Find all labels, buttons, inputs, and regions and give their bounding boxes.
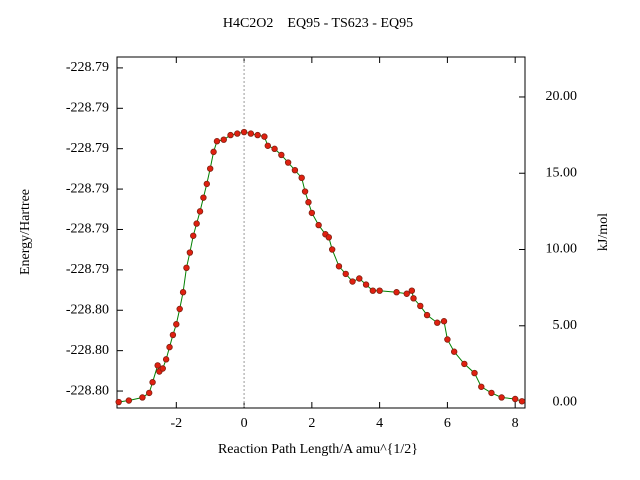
data-point — [461, 360, 468, 368]
y2-axis-label: kJ/mol — [596, 213, 611, 251]
x-tick-label: 8 — [512, 416, 519, 431]
data-point — [247, 130, 255, 137]
data-point — [308, 209, 316, 217]
data-point — [234, 130, 241, 137]
data-point — [278, 151, 285, 159]
data-point — [213, 138, 221, 145]
data-point — [254, 131, 261, 139]
y-tick-label: -228.79 — [66, 60, 109, 75]
plot-frame — [116, 56, 526, 409]
data-point — [220, 136, 227, 143]
data-point — [203, 180, 211, 188]
data-point — [301, 188, 309, 195]
data-point — [356, 275, 363, 282]
data-point — [298, 174, 305, 182]
data-point — [154, 362, 161, 369]
data-point — [403, 290, 410, 297]
data-point — [183, 264, 190, 272]
data-point — [169, 331, 177, 339]
data-point — [423, 311, 431, 319]
y-tick-label: -228.79 — [66, 181, 109, 196]
data-point — [444, 336, 451, 343]
chart-title: H4C2O2 EQ95 - TS623 - EQ95 — [223, 16, 413, 31]
data-point — [193, 220, 200, 227]
x-axis-label: Reaction Path Length/A amu^{1/2} — [218, 442, 418, 457]
y2-tick-label: 10.00 — [546, 242, 578, 257]
x-tick-label: 0 — [241, 416, 248, 431]
y2-tick-label: 15.00 — [546, 165, 578, 180]
data-point — [518, 398, 526, 405]
data-point — [166, 343, 173, 351]
data-point — [471, 369, 478, 377]
y-tick-label: -228.79 — [66, 101, 109, 116]
y-tick-label: -228.80 — [66, 302, 109, 317]
data-point — [440, 318, 448, 325]
data-point — [284, 159, 292, 166]
data-point — [450, 348, 458, 355]
data-point — [240, 128, 248, 136]
data-point — [315, 221, 322, 229]
data-point — [139, 394, 146, 401]
x-tick-label: 6 — [444, 416, 451, 431]
data-point — [328, 246, 336, 253]
data-point — [408, 287, 416, 294]
data-point — [173, 321, 180, 328]
data-point — [149, 379, 156, 386]
data-point — [498, 394, 505, 401]
data-point — [159, 365, 166, 372]
data-point — [417, 302, 424, 310]
data-point — [115, 398, 122, 406]
y-tick-label: -228.80 — [66, 343, 109, 358]
data-point — [196, 208, 204, 215]
y-axis-label: Energy/Hartree — [18, 189, 33, 275]
data-point — [325, 234, 332, 241]
data-point — [362, 281, 370, 288]
data-point — [145, 389, 153, 397]
data-point — [434, 319, 441, 326]
data-point — [369, 287, 377, 294]
y2-tick-label: 5.00 — [553, 318, 578, 333]
data-point — [179, 289, 187, 296]
data-point — [488, 389, 495, 397]
series-line — [118, 131, 523, 403]
y2-tick-label: 20.00 — [546, 89, 578, 104]
data-point — [264, 142, 271, 149]
y-tick-label: -228.80 — [66, 383, 109, 398]
data-point — [162, 356, 170, 363]
data-point — [511, 395, 519, 403]
data-point — [335, 263, 343, 270]
data-point — [206, 165, 214, 172]
data-point — [210, 148, 217, 156]
y2-tick-label: 0.00 — [553, 394, 578, 409]
data-point — [200, 194, 207, 201]
data-point — [393, 289, 400, 296]
data-point — [410, 295, 417, 302]
y-tick-label: -228.79 — [66, 222, 109, 237]
x-tick-label: -2 — [170, 416, 182, 431]
data-point — [186, 249, 194, 256]
data-point — [342, 270, 349, 278]
y-tick-label: -228.79 — [66, 262, 109, 277]
y-tick-label: -228.79 — [66, 141, 109, 156]
data-point — [291, 166, 299, 174]
data-point — [190, 232, 197, 239]
data-point — [271, 145, 278, 153]
data-point — [349, 278, 356, 285]
data-point — [261, 133, 268, 140]
data-point — [376, 287, 383, 294]
data-point — [176, 305, 183, 313]
data-point — [125, 397, 133, 404]
x-tick-label: 4 — [376, 416, 383, 431]
data-point — [305, 199, 312, 206]
x-tick-label: 2 — [308, 416, 315, 431]
data-point — [227, 131, 234, 139]
data-point — [478, 383, 485, 390]
